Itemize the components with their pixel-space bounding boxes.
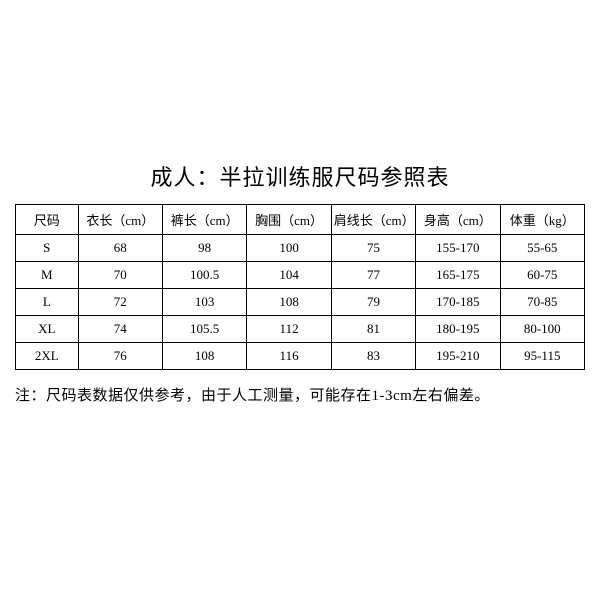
cell-value: 108	[162, 343, 246, 370]
cell-value: 83	[331, 343, 415, 370]
table-header-row: 尺码 衣长（cm） 裤长（cm） 胸围（cm） 肩线长（cm） 身高（cm） 体…	[16, 205, 585, 235]
cell-value: 80-100	[500, 316, 584, 343]
cell-value: 105.5	[162, 316, 246, 343]
size-table: 尺码 衣长（cm） 裤长（cm） 胸围（cm） 肩线长（cm） 身高（cm） 体…	[15, 204, 585, 370]
cell-value: 75	[331, 235, 415, 262]
cell-value: 60-75	[500, 262, 584, 289]
cell-size: M	[16, 262, 79, 289]
cell-value: 165-175	[416, 262, 500, 289]
cell-value: 74	[78, 316, 162, 343]
header-length: 衣长（cm）	[78, 205, 162, 235]
cell-value: 68	[78, 235, 162, 262]
table-row: XL 74 105.5 112 81 180-195 80-100	[16, 316, 585, 343]
table-row: 2XL 76 108 116 83 195-210 95-115	[16, 343, 585, 370]
cell-size: S	[16, 235, 79, 262]
header-pants: 裤长（cm）	[162, 205, 246, 235]
cell-value: 100	[247, 235, 331, 262]
cell-value: 103	[162, 289, 246, 316]
cell-value: 76	[78, 343, 162, 370]
cell-value: 72	[78, 289, 162, 316]
cell-value: 81	[331, 316, 415, 343]
cell-value: 55-65	[500, 235, 584, 262]
header-weight: 体重（kg）	[500, 205, 584, 235]
cell-value: 180-195	[416, 316, 500, 343]
cell-value: 195-210	[416, 343, 500, 370]
table-row: S 68 98 100 75 155-170 55-65	[16, 235, 585, 262]
cell-value: 170-185	[416, 289, 500, 316]
header-chest: 胸围（cm）	[247, 205, 331, 235]
table-row: M 70 100.5 104 77 165-175 60-75	[16, 262, 585, 289]
cell-value: 70	[78, 262, 162, 289]
cell-value: 77	[331, 262, 415, 289]
size-chart-container: 成人：半拉训练服尺码参照表 尺码 衣长（cm） 裤长（cm） 胸围（cm） 肩线…	[15, 160, 585, 405]
header-height: 身高（cm）	[416, 205, 500, 235]
cell-size: L	[16, 289, 79, 316]
cell-value: 79	[331, 289, 415, 316]
cell-value: 100.5	[162, 262, 246, 289]
header-size: 尺码	[16, 205, 79, 235]
cell-value: 108	[247, 289, 331, 316]
cell-value: 112	[247, 316, 331, 343]
cell-value: 155-170	[416, 235, 500, 262]
footnote-text: 注：尺码表数据仅供参考，由于人工测量，可能存在1-3cm左右偏差。	[15, 384, 585, 405]
cell-size: 2XL	[16, 343, 79, 370]
cell-value: 104	[247, 262, 331, 289]
cell-value: 95-115	[500, 343, 584, 370]
header-shoulder: 肩线长（cm）	[331, 205, 415, 235]
chart-title: 成人：半拉训练服尺码参照表	[15, 160, 585, 192]
table-body: S 68 98 100 75 155-170 55-65 M 70 100.5 …	[16, 235, 585, 370]
table-row: L 72 103 108 79 170-185 70-85	[16, 289, 585, 316]
cell-size: XL	[16, 316, 79, 343]
cell-value: 70-85	[500, 289, 584, 316]
cell-value: 116	[247, 343, 331, 370]
cell-value: 98	[162, 235, 246, 262]
